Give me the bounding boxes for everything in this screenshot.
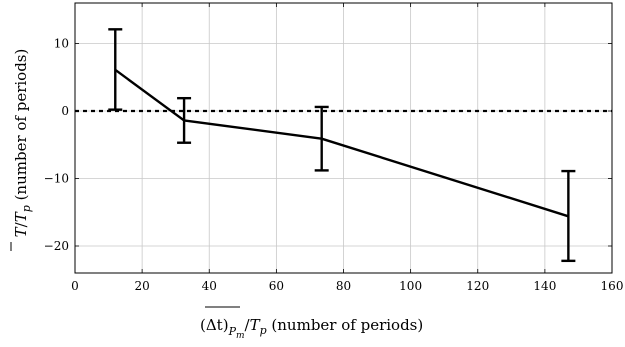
series-line [114,68,569,218]
x-tick-label: 0 [71,279,79,293]
y-tick-label: −10 [44,172,69,186]
x-tick-label: 140 [533,279,556,293]
x-tick-label: 120 [466,279,489,293]
series [114,68,569,218]
y-tick-label: 0 [61,104,69,118]
x-tick-label: 60 [269,279,284,293]
y-axis-label: T/Tp (number of periods) [10,49,33,251]
svg-text:T/Tp (number of periods): T/Tp (number of periods) [12,49,33,238]
x-tick-label: 160 [601,279,624,293]
error-bar [177,96,192,144]
x-tick-label: 20 [134,279,149,293]
error-bar [561,169,576,263]
x-tick-labels: 0 20 40 60 80 100 120 140 160 [71,279,623,293]
y-tick-label: 10 [54,37,69,51]
plot-frame [74,2,613,274]
x-tick-label: 40 [202,279,217,293]
error-bars [108,28,576,263]
x-tick-label: 80 [336,279,351,293]
y-tick-labels: −20 −10 0 10 [44,37,69,254]
plot-frame-rect [74,2,613,274]
x-tick-label: 100 [399,279,422,293]
error-bar [314,105,329,172]
svg-text:(Δt)Pm/Tp (number of periods): (Δt)Pm/Tp (number of periods) [200,316,423,341]
y-tick-label: −20 [44,239,69,253]
x-axis-label: (Δt)Pm/Tp (number of periods) [200,306,423,341]
grid [74,3,613,273]
error-bar [108,28,123,111]
